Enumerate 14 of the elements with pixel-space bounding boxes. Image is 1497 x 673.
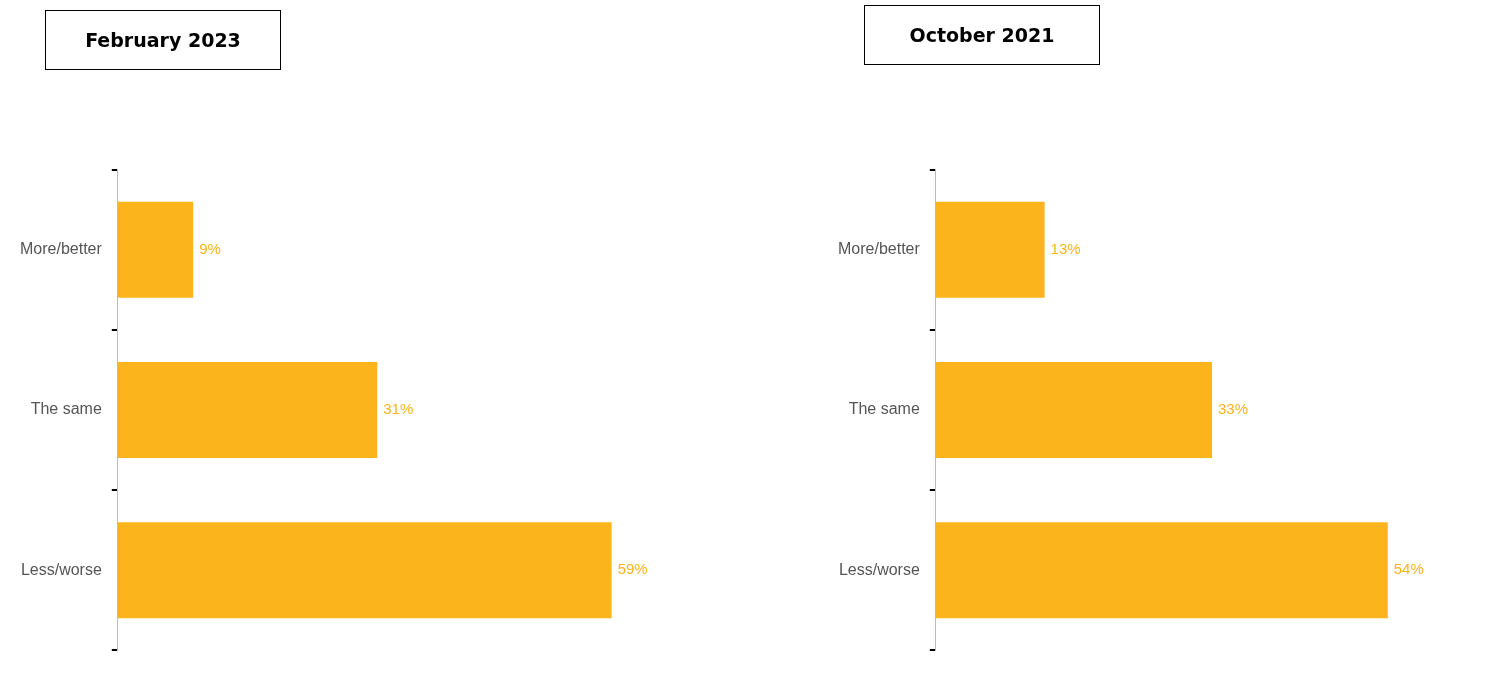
data-label: 9%: [199, 239, 221, 257]
y-tick-label: The same: [30, 400, 102, 418]
data-label: 33%: [1218, 400, 1249, 418]
y-tick-label: More/better: [838, 240, 921, 258]
y-tick-label: The same: [848, 400, 920, 418]
data-label: 54%: [1393, 560, 1424, 578]
chart-title: February 2023: [45, 10, 281, 70]
data-label: 59%: [617, 560, 648, 578]
y-tick-label: Less/worse: [838, 560, 920, 578]
y-tick-label: Less/worse: [20, 560, 102, 578]
chart-title: October 2021: [864, 5, 1100, 65]
data-label: 31%: [383, 400, 414, 418]
y-tick-label: More/better: [20, 240, 103, 258]
data-label: 13%: [1050, 239, 1081, 257]
